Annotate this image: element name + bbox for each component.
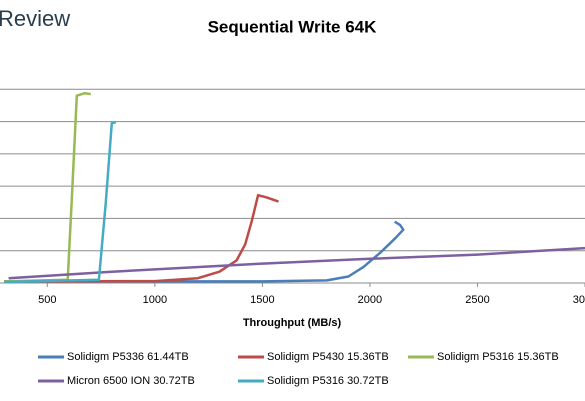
legend-label: Solidigm P5336 61.44TB [67, 351, 189, 363]
series-line [4, 193, 279, 283]
legend-label: Micron 6500 ION 30.72TB [67, 375, 195, 387]
series-line [4, 220, 405, 283]
legend-label: Solidigm P5430 15.36TB [267, 351, 389, 363]
x-tick-label: 1000 [143, 294, 167, 306]
chart-title: Sequential Write 64K [208, 17, 378, 36]
x-tick-label: 500 [38, 294, 56, 306]
x-tick-label: 2000 [358, 294, 382, 306]
x-axis-label: Throughput (MB/s) [243, 317, 342, 329]
series-line [8, 246, 585, 280]
x-tick-label: 3000 [573, 294, 585, 306]
x-tick-label: 1500 [250, 294, 274, 306]
brand-logo: Review [0, 6, 70, 31]
legend-label: Solidigm P5316 30.72TB [267, 375, 389, 387]
series-line [4, 120, 117, 284]
legend-label: Solidigm P5316 15.36TB [437, 351, 559, 363]
x-tick-label: 2500 [465, 294, 489, 306]
